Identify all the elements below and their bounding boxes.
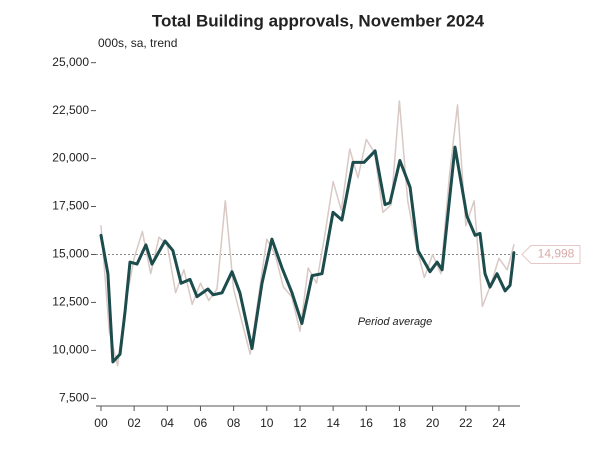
x-tick-label: 10 — [260, 416, 274, 430]
y-tick-label: 20,000 — [52, 151, 89, 165]
x-tick-label: 22 — [459, 416, 473, 430]
y-tick-label: 22,500 — [52, 103, 89, 117]
x-tick-label: 08 — [227, 416, 241, 430]
x-tick-label: 04 — [161, 416, 175, 430]
y-tick-label: 25,000 — [52, 55, 89, 69]
x-tick-label: 00 — [94, 416, 108, 430]
chart-subtitle: 000s, sa, trend — [98, 36, 177, 50]
series-line — [99, 145, 516, 364]
y-tick-label: 17,500 — [52, 199, 89, 213]
x-tick-label: 06 — [194, 416, 208, 430]
annotation: Period average — [358, 316, 433, 328]
x-tick-label: 16 — [360, 416, 374, 430]
x-tick-label: 18 — [393, 416, 407, 430]
x-tick-label: 14 — [326, 416, 340, 430]
chart-title: Total Building approvals, November 2024 — [152, 11, 485, 30]
y-tick-label: 7,500 — [59, 390, 89, 404]
average-label: 14,998 — [538, 247, 575, 261]
average-callout — [521, 245, 581, 265]
y-tick-label: 15,000 — [52, 247, 89, 261]
x-tick-label: 24 — [492, 416, 506, 430]
y-tick-label: 10,000 — [52, 343, 89, 357]
x-tick-label: 20 — [426, 416, 440, 430]
series-line — [100, 100, 515, 367]
x-tick-label: 02 — [127, 416, 141, 430]
x-tick-label: 12 — [293, 416, 307, 430]
y-tick-label: 12,500 — [52, 295, 89, 309]
